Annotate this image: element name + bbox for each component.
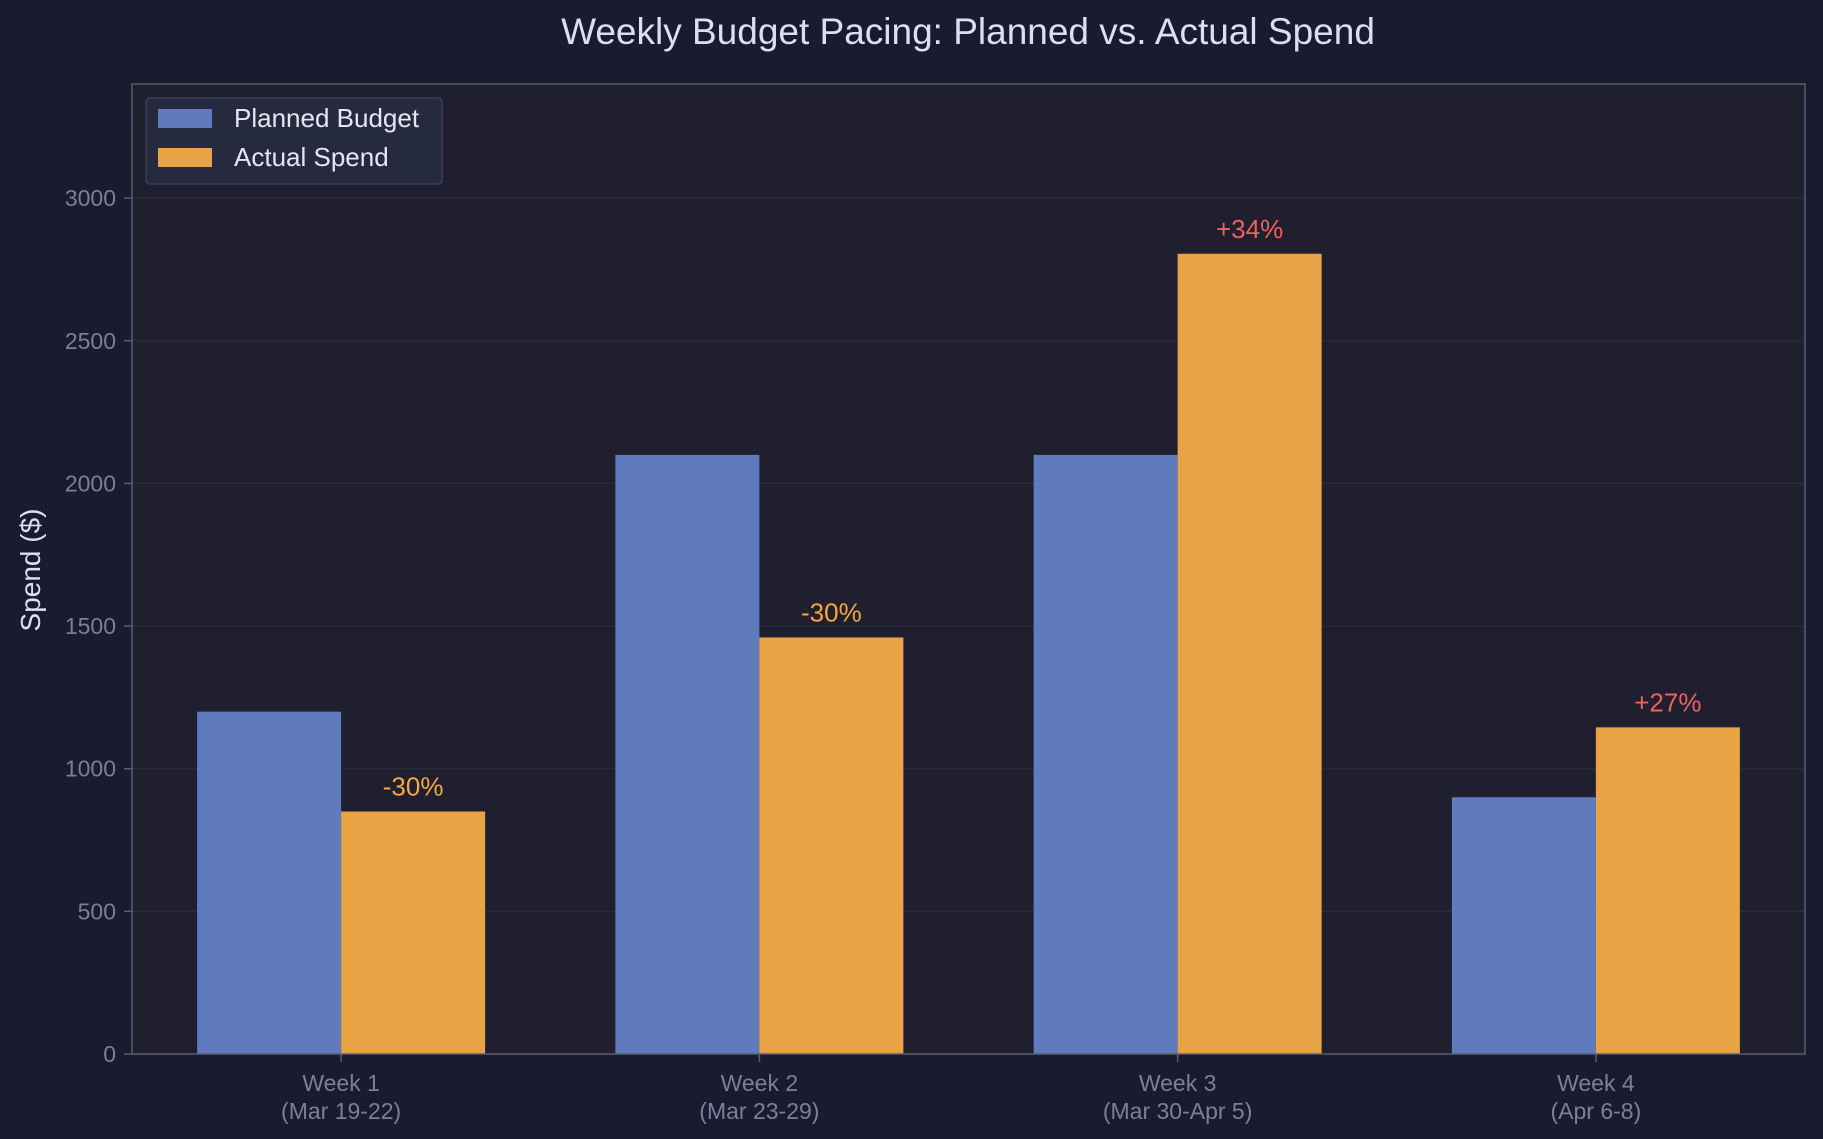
- plot-frame: [131, 83, 1806, 1055]
- legend-swatch: [158, 109, 212, 128]
- x-tick-label: (Mar 30-Apr 5): [1103, 1098, 1253, 1124]
- x-axis: Week 1(Mar 19-22) Week 2(Mar 23-29) Week 3…: [281, 1054, 1641, 1124]
- bar-actual: [759, 637, 904, 1054]
- x-tick-label: Week 1: [302, 1070, 380, 1096]
- bar-planned: [1451, 797, 1596, 1054]
- data-labels: -30% -30% +34% +27%: [383, 214, 1702, 802]
- legend: Planned Budget Actual Spend: [145, 97, 443, 185]
- y-tick-label: 1000: [65, 756, 116, 782]
- y-tick-label: 500: [78, 898, 116, 924]
- y-tick-label: 2500: [65, 328, 116, 354]
- x-tick-label: (Apr 6-8): [1551, 1098, 1642, 1124]
- bars: [197, 253, 1740, 1055]
- y-tick-label: 0: [103, 1041, 116, 1067]
- y-tick-label: 2000: [65, 470, 116, 496]
- bar-actual: [1177, 253, 1322, 1054]
- legend-label: Planned Budget: [234, 103, 420, 133]
- data-label: -30%: [801, 597, 862, 627]
- data-label: +27%: [1634, 687, 1701, 717]
- legend-swatch: [158, 148, 212, 167]
- data-label: -30%: [383, 772, 444, 802]
- x-tick-label: Week 2: [721, 1070, 799, 1096]
- bar-planned: [197, 711, 342, 1054]
- chart-title: Weekly Budget Pacing: Planned vs. Actual…: [561, 11, 1375, 52]
- x-tick-label: (Mar 23-29): [699, 1098, 819, 1124]
- data-label: +34%: [1216, 214, 1283, 244]
- x-tick-label: (Mar 19-22): [281, 1098, 401, 1124]
- bar-actual: [341, 811, 486, 1054]
- y-axis: 0 500 1000 1500 2000 2500 3000: [65, 185, 132, 1067]
- y-tick-label: 1500: [65, 613, 116, 639]
- bar-planned: [1033, 454, 1178, 1055]
- y-axis-label: Spend ($): [15, 509, 46, 632]
- bar-planned: [615, 454, 760, 1055]
- x-tick-label: Week 3: [1139, 1070, 1217, 1096]
- x-tick-label: Week 4: [1557, 1070, 1635, 1096]
- legend-label: Actual Spend: [234, 142, 389, 172]
- legend-box: [145, 97, 443, 185]
- y-tick-label: 3000: [65, 185, 116, 211]
- bar-actual: [1595, 727, 1740, 1054]
